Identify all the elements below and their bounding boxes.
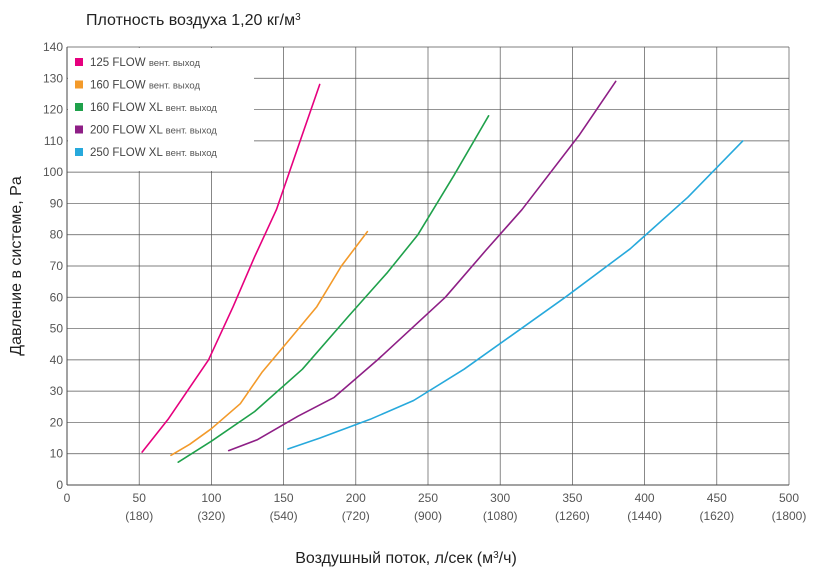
x-tick-sublabel: (1260) — [555, 509, 590, 523]
x-tick-label: 50 — [133, 491, 147, 505]
series-line-3 — [177, 115, 490, 464]
legend-swatch — [75, 125, 83, 134]
legend-series-name: 160 FLOW — [90, 80, 149, 92]
x-tick-label: 350 — [562, 491, 582, 505]
x-tick-sublabel: (1440) — [627, 509, 662, 523]
y-tick-label: 120 — [43, 103, 63, 117]
series-line-4 — [227, 80, 617, 452]
x-axis-label-post: /ч) — [499, 550, 517, 567]
y-axis-label: Давление в системе, Pa — [8, 176, 25, 356]
x-tick-sublabel: (320) — [197, 509, 225, 523]
legend-entry: 160 FLOW XL вент. выход — [90, 102, 217, 114]
y-tick-label: 50 — [50, 322, 64, 336]
legend-series-suffix: вент. выход — [149, 58, 201, 69]
x-tick-labels: 0 50 (180) 100 (320) 150 (540) 200 (720) 250 (900)… — [64, 491, 807, 523]
y-tick-label: 70 — [50, 259, 64, 273]
y-tick-label: 30 — [50, 384, 64, 398]
chart-title-main: Плотность воздуха 1,20 кг/м — [86, 12, 295, 29]
legend-series-suffix: вент. выход — [166, 103, 218, 114]
series-group — [141, 80, 744, 464]
series-line-1 — [141, 83, 321, 453]
legend-background — [68, 48, 254, 171]
y-tick-label: 20 — [50, 415, 64, 429]
x-tick-sublabel: (1800) — [772, 509, 807, 523]
legend-entry: 250 FLOW XL вент. выход — [90, 147, 217, 159]
y-tick-labels: 0 10 20 30 40 50 60 70 80 90 100 110 120 130 140 — [43, 40, 63, 492]
y-tick-label: 110 — [44, 134, 63, 148]
legend-series-name: 160 FLOW XL — [90, 102, 166, 114]
y-tick-label: 130 — [43, 71, 63, 85]
y-tick-label: 100 — [43, 165, 63, 179]
x-tick-sublabel: (180) — [125, 509, 153, 523]
legend-entry: 160 FLOW вент. выход — [90, 80, 200, 92]
y-tick-label: 90 — [50, 196, 64, 210]
legend-series-name: 125 FLOW — [90, 57, 149, 69]
x-tick-label: 450 — [707, 491, 727, 505]
x-tick-label: 0 — [64, 491, 71, 505]
series-line-5 — [287, 140, 744, 450]
x-tick-sublabel: (540) — [270, 509, 298, 523]
legend-swatch — [75, 148, 83, 156]
legend-swatch — [75, 103, 83, 111]
x-tick-label: 100 — [201, 491, 221, 505]
x-tick-label: 200 — [346, 491, 366, 505]
x-tick-label: 300 — [490, 491, 510, 505]
x-tick-label: 500 — [779, 491, 799, 505]
x-axis-label: Воздушный поток, л/сек (м3/ч) — [295, 550, 517, 568]
legend-series-name: 200 FLOW XL — [90, 125, 166, 137]
y-tick-label: 140 — [43, 40, 63, 54]
chart-title-sup: 3 — [295, 12, 301, 23]
x-tick-sublabel: (900) — [414, 509, 442, 523]
x-tick-label: 150 — [274, 491, 294, 505]
legend-swatch — [75, 80, 83, 89]
y-tick-label: 10 — [50, 447, 64, 461]
legend-series-suffix: вент. выход — [149, 81, 201, 92]
x-tick-label: 400 — [635, 491, 655, 505]
legend-entry: 125 FLOW вент. выход — [90, 57, 200, 69]
x-tick-label: 250 — [418, 491, 438, 505]
y-tick-label: 60 — [50, 290, 64, 304]
x-tick-sublabel: (1620) — [699, 509, 734, 523]
axes — [66, 47, 789, 486]
chart-title: Плотность воздуха 1,20 кг/м3 — [86, 12, 301, 30]
legend-series-suffix: вент. выход — [166, 148, 218, 159]
x-axis-label-pre: Воздушный поток, л/сек (м — [295, 550, 493, 567]
legend-series-suffix: вент. выход — [166, 126, 218, 137]
legend-entry: 200 FLOW XL вент. выход — [90, 125, 217, 137]
x-axis-label-sup: 3 — [493, 550, 499, 561]
x-tick-sublabel: (720) — [342, 509, 370, 523]
series-line-2 — [170, 230, 369, 457]
y-tick-label: 40 — [50, 353, 64, 367]
x-tick-sublabel: (1080) — [483, 509, 518, 523]
y-tick-label: 0 — [56, 478, 63, 492]
legend-series-name: 250 FLOW XL — [90, 147, 166, 159]
y-tick-label: 80 — [50, 228, 64, 242]
legend-swatch — [75, 58, 83, 66]
